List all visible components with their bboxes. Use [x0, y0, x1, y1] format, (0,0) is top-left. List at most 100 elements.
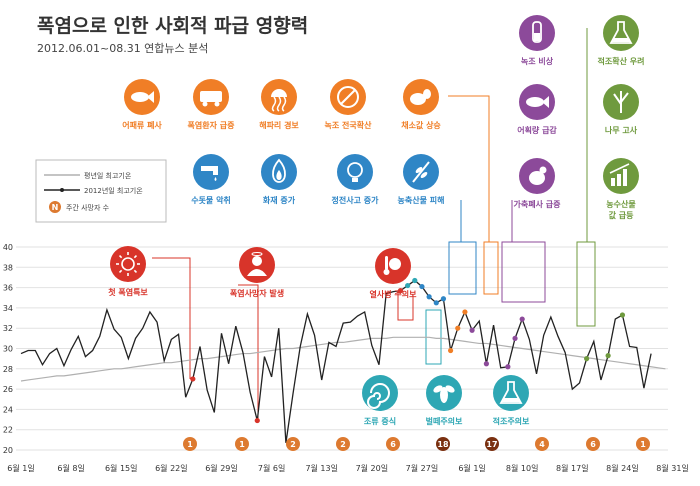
annotation-label: 녹조 전국확산 [325, 120, 373, 130]
weekly-deaths-badge [636, 437, 650, 451]
data-point-highlight [505, 364, 511, 370]
icon-shape [526, 97, 544, 107]
weekly-deaths-badge [535, 437, 549, 451]
annotation-tree-icon: 나무 고사 [603, 84, 639, 135]
box-vegetables [483, 241, 499, 295]
icon-shape [118, 269, 123, 274]
icon-shape [147, 91, 154, 103]
y-tick-label: 36 [3, 284, 13, 293]
weekly-deaths-value: 18 [437, 440, 449, 449]
icon-shape [410, 93, 426, 105]
annotation-label: 조류 증식 [364, 416, 396, 426]
annotation-label: 열사병 주의보 [370, 289, 418, 299]
icon-shape [133, 254, 138, 259]
icon-badge [337, 154, 373, 190]
x-tick-label: 7월 27일 [406, 463, 439, 473]
x-tick-label: 6월 22일 [155, 463, 188, 473]
annotation-label: 녹조 비상 [521, 56, 554, 66]
icon-shape [213, 166, 218, 175]
icon-shape [347, 162, 363, 178]
icon-shape [133, 269, 138, 274]
weekly-deaths-badge [586, 437, 600, 451]
icon-shape [534, 33, 540, 41]
x-tick-label: 7월 13일 [305, 463, 338, 473]
weekly-deaths-value: 6 [390, 440, 396, 449]
weekly-deaths-badge [235, 437, 249, 451]
data-point-highlight [455, 325, 461, 331]
y-axis: 20 22 24 26 28 30 32 34 36 38 40 [3, 243, 13, 455]
chart-subtitle: 2012.06.01~08.31 연합뉴스 분석 [37, 42, 208, 55]
icon-shape [281, 96, 287, 112]
annotation-label: 적조확산 우려 [598, 56, 645, 66]
data-point-highlight [619, 312, 626, 318]
annotation-sun-icon: 첫 폭염특보 [108, 246, 148, 297]
annotation-tap-icon: 수돗물 악취 [191, 154, 231, 205]
annotation-truck-icon: 폭염환자 급증 [188, 79, 235, 130]
icon-shape [385, 256, 388, 270]
icon-shape [617, 174, 621, 186]
x-tick-label: 8월 31일 [656, 463, 689, 473]
y-tick-label: 34 [3, 304, 13, 313]
annotation-label: 농수산물 [606, 199, 636, 209]
data-point-highlight [469, 327, 475, 333]
icon-shape [271, 96, 277, 112]
y-tick-label: 20 [3, 446, 13, 455]
annotation-label: 어패류 폐사 [122, 120, 162, 130]
icon-shape [539, 166, 547, 174]
annotation-ban-icon: 녹조 전국확산 [325, 79, 373, 130]
connector-first-death [238, 284, 259, 421]
box-purple [501, 241, 546, 303]
icon-shape [276, 170, 282, 180]
icon-shape [247, 269, 267, 276]
weekly-deaths-badge [286, 437, 300, 451]
icon-shape [502, 398, 520, 402]
icon-shape [276, 96, 282, 112]
x-tick-label: 8월 17일 [556, 463, 589, 473]
annotation-flask-icon: 적조확산 우려 [598, 15, 645, 66]
annotation-flask-icon: 적조주의보 [493, 375, 530, 426]
icon-shape [613, 91, 629, 113]
weekly-deaths-value: 6 [590, 440, 596, 449]
icon-shape [529, 171, 545, 185]
weekly-deaths-value: 4 [539, 440, 545, 449]
box-crop-damage [448, 241, 477, 295]
weekly-deaths-row: 1 1 2 2 6 18 17 4 6 1 [183, 437, 650, 451]
icon-shape [271, 89, 287, 97]
annotation-connectors [152, 28, 596, 421]
icon-badge [193, 154, 229, 190]
weekly-deaths-badge [485, 437, 499, 451]
series-points [190, 277, 626, 424]
annotation-label: 첫 폭염특보 [108, 287, 148, 297]
data-point-highlight [405, 282, 411, 289]
icon-shape [433, 385, 443, 393]
annotation-label: 적조주의보 [493, 416, 530, 426]
icon-shape [202, 101, 208, 107]
icon-shape [214, 177, 217, 181]
annotation-person-icon: 폭염사망자 발생 [230, 247, 284, 298]
icon-shape [532, 21, 542, 43]
legend-actual-marker [60, 188, 64, 192]
legend-deaths-marker [49, 201, 61, 213]
data-point-highlight [605, 353, 611, 359]
weekly-deaths-value: 1 [239, 440, 245, 449]
icon-shape [251, 252, 263, 256]
icon-shape [542, 96, 549, 108]
data-point-highlight [483, 361, 489, 367]
icon-shape [412, 161, 430, 183]
x-axis: 6월 1일 6월 8일 6월 15일 6월 22일 6월 29일 7월 6일 7월 13일 7… [7, 463, 689, 473]
weekly-deaths-value: 2 [340, 440, 346, 449]
data-point-highlight [419, 283, 425, 290]
annotation-label: 정전사고 증가 [332, 195, 380, 205]
y-tick-label: 28 [3, 365, 13, 374]
annotation-flame-icon: 화재 증가 [261, 154, 297, 205]
icon-shape [131, 92, 149, 102]
series-normal-line [20, 336, 666, 382]
icon-shape [340, 89, 356, 105]
icon-badge [603, 15, 639, 51]
annotation-swirl-icon: 조류 증식 [362, 375, 398, 426]
data-point-highlight [462, 309, 468, 315]
data-point-highlight [448, 347, 454, 354]
legend-deaths-label: 주간 사망자 수 [66, 203, 110, 212]
icon-shape [612, 38, 630, 42]
